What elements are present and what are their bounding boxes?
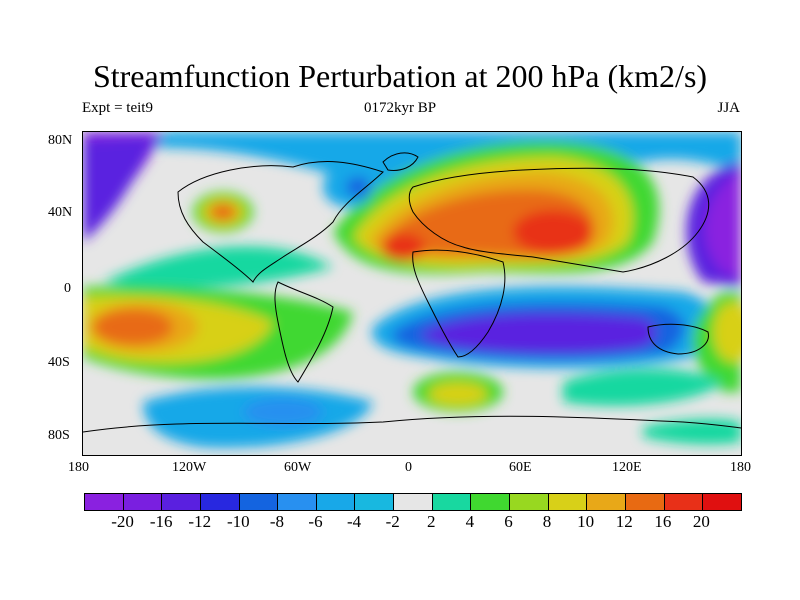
legend-swatch <box>394 494 433 510</box>
legend-swatch <box>664 494 704 510</box>
legend-label: 10 <box>577 512 595 531</box>
legend-swatch <box>355 494 395 510</box>
x-tick-label: 180 <box>730 460 751 475</box>
coastlines <box>83 152 741 433</box>
time-label: 0172kyr BP <box>363 100 437 116</box>
color-legend <box>84 493 742 511</box>
legend-label: -20 <box>111 512 134 531</box>
x-tick-label: 60W <box>284 460 312 475</box>
legend-label: -16 <box>149 512 173 531</box>
streamfunction-field <box>83 132 741 455</box>
legend-label: -6 <box>308 512 323 531</box>
legend-swatch <box>123 494 163 510</box>
legend-label: 16 <box>654 512 672 531</box>
x-tick-label: 120W <box>172 460 207 475</box>
legend-swatch <box>316 494 356 510</box>
legend-label: -10 <box>227 512 250 531</box>
legend-label: 20 <box>692 512 710 531</box>
legend-swatch <box>703 494 741 510</box>
legend-label: 12 <box>615 512 633 531</box>
x-tick-label: 120E <box>612 460 642 475</box>
legend-swatch <box>278 494 317 510</box>
legend-label: 8 <box>542 512 552 531</box>
legend-swatch <box>587 494 626 510</box>
map-plot-area <box>82 131 742 456</box>
legend-swatch <box>471 494 511 510</box>
y-tick-label: 0 <box>64 281 71 296</box>
x-tick-label: 0 <box>405 460 412 475</box>
season-label: JJA <box>717 100 740 116</box>
legend-swatch <box>432 494 472 510</box>
legend-label: -8 <box>269 512 285 531</box>
y-tick-label: 80N <box>48 133 73 148</box>
legend-swatch <box>162 494 201 510</box>
legend-label: -2 <box>385 512 400 531</box>
y-tick-label: 80S <box>48 428 70 443</box>
legend-label: -4 <box>347 512 362 531</box>
legend-swatch <box>239 494 279 510</box>
legend-swatch <box>548 494 588 510</box>
legend-swatch <box>85 494 124 510</box>
legend-swatch <box>510 494 549 510</box>
x-tick-label: 60E <box>509 460 532 475</box>
legend-label: 2 <box>427 512 436 531</box>
y-tick-label: 40S <box>48 355 70 370</box>
y-tick-label: 40N <box>48 205 73 220</box>
x-tick-label: 180 <box>68 460 89 475</box>
legend-label: -12 <box>188 512 212 531</box>
legend-swatch <box>200 494 240 510</box>
experiment-label: Expt = teit9 <box>82 100 153 116</box>
chart-title: Streamfunction Perturbation at 200 hPa (… <box>92 58 708 94</box>
legend-label: 4 <box>465 512 475 531</box>
legend-label: 6 <box>504 512 513 531</box>
legend-swatch <box>625 494 665 510</box>
